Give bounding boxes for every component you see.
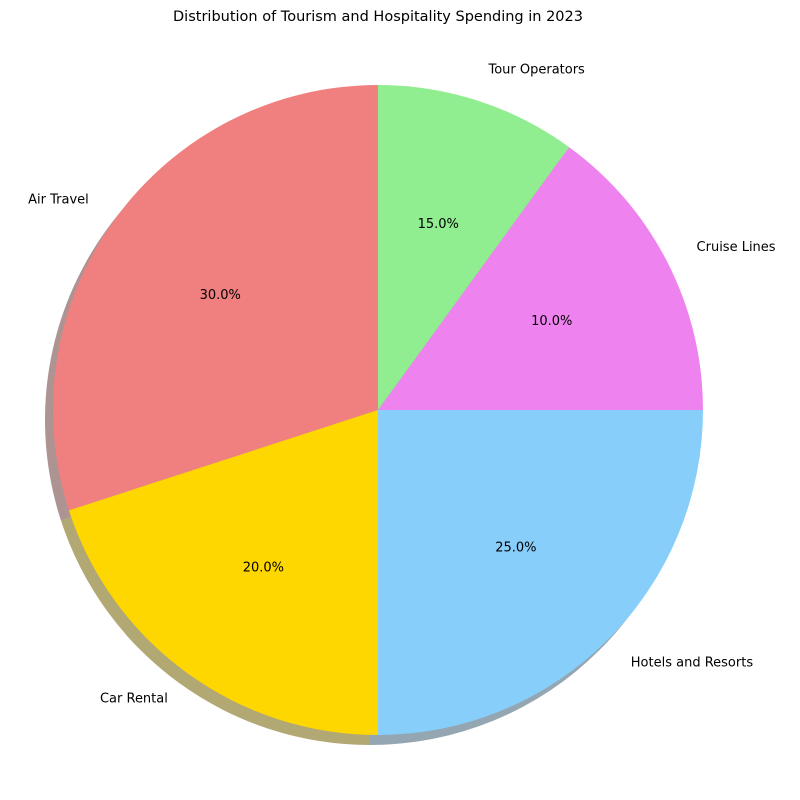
slice-label-tour-operators: Tour Operators bbox=[487, 62, 585, 77]
slice-label-air-travel: Air Travel bbox=[28, 192, 89, 207]
slice-label-cruise-lines: Cruise Lines bbox=[697, 240, 776, 255]
slice-tour-operators bbox=[378, 85, 570, 410]
pct-label-cruise-lines: 10.0% bbox=[531, 314, 572, 329]
chart-title: Distribution of Tourism and Hospitality … bbox=[173, 9, 583, 25]
pie-labels: Air Travel 30.0% Car Rental 20.0% Hotels and… bbox=[28, 62, 776, 706]
pct-label-tour-operators: 15.0% bbox=[418, 217, 459, 232]
slice-label-hotels-and-resorts: Hotels and Resorts bbox=[631, 655, 754, 670]
slice-car-rental bbox=[68, 410, 379, 735]
slice-hotels-and-resorts bbox=[378, 410, 703, 735]
slice-cruise-lines bbox=[378, 147, 703, 411]
pct-label-air-travel: 30.0% bbox=[200, 288, 241, 303]
pct-label-car-rental: 20.0% bbox=[243, 560, 284, 575]
slice-air-travel bbox=[52, 85, 379, 511]
slice-label-car-rental: Car Rental bbox=[100, 692, 168, 707]
pie-slices bbox=[52, 85, 703, 735]
pct-label-hotels-and-resorts: 25.0% bbox=[495, 540, 536, 555]
